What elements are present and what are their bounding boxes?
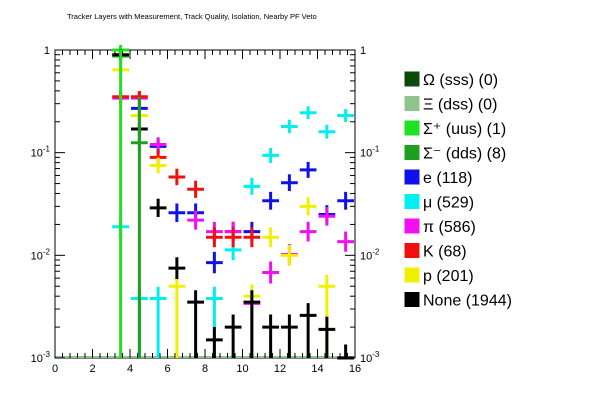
series-K (112, 90, 261, 248)
series-Σ⁻ (112, 50, 148, 150)
y-tick-label: 10-2 (31, 247, 51, 262)
y-tick-label: 10-3 (31, 350, 51, 365)
x-tick-label: 16 (349, 363, 361, 375)
plot-frame-rect (54, 49, 356, 359)
y-tick-label: 10-3 (360, 350, 380, 365)
legend-swatch (404, 145, 420, 160)
legend-swatch (404, 267, 420, 283)
legend-label: π (586) (423, 219, 476, 236)
series-None (112, 49, 354, 360)
plot-frame (54, 49, 356, 359)
y-tick-label: 1 (360, 45, 366, 57)
legend-swatch (404, 169, 420, 185)
x-tick-label: 4 (127, 363, 133, 375)
legend-swatch (404, 194, 420, 209)
legend-swatch (404, 292, 420, 307)
legend-swatch (404, 243, 420, 258)
y-tick-label: 10-2 (360, 247, 380, 262)
legend-label: Ω (sss) (0) (423, 72, 498, 89)
legend-swatch (404, 96, 420, 111)
legend-swatch (404, 120, 420, 136)
x-tick-label: 12 (274, 363, 286, 375)
legend-label: K (68) (423, 244, 467, 261)
chart-title: Tracker Layers with Measurement, Track Q… (67, 12, 317, 21)
legend-label: Σ⁻ (dds) (8) (423, 146, 506, 163)
x-tick-label: 0 (52, 363, 58, 375)
legend-label: p (201) (423, 268, 474, 285)
x-tick-label: 10 (236, 363, 248, 375)
legend-swatch (404, 71, 420, 87)
legend-label: Ξ (dss) (0) (423, 97, 497, 114)
x-tick-label: 8 (202, 363, 208, 375)
data-marks (112, 45, 354, 360)
legend-label: None (1944) (423, 293, 512, 310)
legend-label: e (118) (423, 170, 473, 187)
legend-label: Σ⁺ (uus) (1) (423, 121, 506, 138)
y-tick-label: 1 (44, 45, 50, 57)
y-tick-label: 10-1 (360, 145, 380, 160)
legend-swatch (404, 218, 420, 234)
y-tick-label: 10-1 (31, 145, 51, 160)
chart-title-group: Tracker Layers with Measurement, Track Q… (67, 12, 317, 21)
legend: Ω (sss) (0) Ξ (dss) (0) Σ⁺ (uus) (1) Σ⁻ (dd… (404, 71, 512, 310)
legend-label: μ (529) (423, 195, 474, 212)
x-tick-label: 14 (311, 363, 323, 375)
series-e (131, 102, 354, 274)
x-tick-label: 2 (89, 363, 95, 375)
x-tick-label: 6 (164, 363, 170, 375)
